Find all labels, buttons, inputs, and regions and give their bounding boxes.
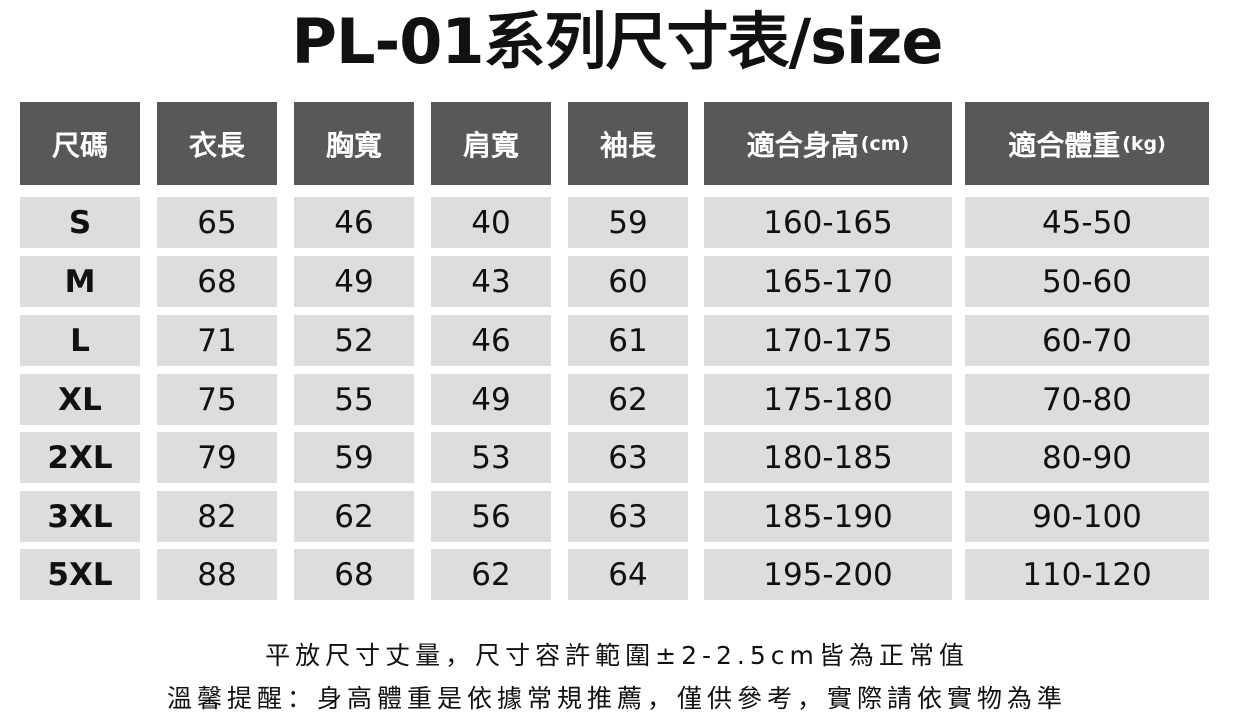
table-cell: 46: [431, 315, 551, 366]
note: 平放尺寸丈量，尺寸容許範圍±2-2.5cm皆為正常值: [265, 641, 969, 670]
table-cell: 65: [157, 197, 277, 248]
label: 肩寬: [462, 128, 519, 162]
table-cell: 180-185: [704, 432, 952, 483]
table-cell: M: [20, 256, 140, 307]
table-cell: XL: [20, 374, 140, 425]
table-cell: 62: [294, 491, 414, 542]
table-cell: 5XL: [20, 549, 140, 600]
table-cell: 175-180: [704, 374, 952, 425]
header-cell: 適合身高 (cm): [704, 102, 952, 185]
table-cell: 56: [431, 491, 551, 542]
table-cell: 185-190: [704, 491, 952, 542]
table-cell: 49: [431, 374, 551, 425]
table-cell: 63: [568, 432, 688, 483]
header-cell: 適合體重 (kg): [965, 102, 1209, 185]
header-cell: 胸寬: [294, 102, 414, 185]
table-cell: 60: [568, 256, 688, 307]
unit: (kg): [1122, 132, 1166, 155]
table-cell: 160-165: [704, 197, 952, 248]
table-cell: 88: [157, 549, 277, 600]
label: 尺碼: [51, 128, 108, 162]
table-cell: 46: [294, 197, 414, 248]
table-cell: 71: [157, 315, 277, 366]
table-cell: 53: [431, 432, 551, 483]
label: 衣長: [188, 128, 245, 162]
table-cell: L: [20, 315, 140, 366]
table-cell: 43: [431, 256, 551, 307]
label: 適合身高: [746, 128, 859, 162]
table-cell: 59: [294, 432, 414, 483]
label: 適合體重: [1008, 128, 1121, 162]
table-cell: 63: [568, 491, 688, 542]
header-cell: 衣長: [157, 102, 277, 185]
table-cell: 60-70: [965, 315, 1209, 366]
table-cell: 90-100: [965, 491, 1209, 542]
table-cell: 45-50: [965, 197, 1209, 248]
table-cell: 61: [568, 315, 688, 366]
table-cell: 64: [568, 549, 688, 600]
table-cell: 62: [431, 549, 551, 600]
table-cell: 50-60: [965, 256, 1209, 307]
table-cell: 170-175: [704, 315, 952, 366]
table-cell: 3XL: [20, 491, 140, 542]
table-cell: 49: [294, 256, 414, 307]
table-cell: 2XL: [20, 432, 140, 483]
table-cell: 82: [157, 491, 277, 542]
table-cell: 68: [294, 549, 414, 600]
table-cell: 59: [568, 197, 688, 248]
header-cell: 肩寬: [431, 102, 551, 185]
table-cell: 70-80: [965, 374, 1209, 425]
table-cell: 68: [157, 256, 277, 307]
table-cell: 79: [157, 432, 277, 483]
label: 胸寬: [325, 128, 382, 162]
table-cell: 40: [431, 197, 551, 248]
table-cell: S: [20, 197, 140, 248]
table-cell: 195-200: [704, 549, 952, 600]
header-cell: 袖長: [568, 102, 688, 185]
note: 溫馨提醒：身高體重是依據常規推薦，僅供參考，實際請依實物為準: [166, 684, 1067, 713]
table-cell: 110-120: [965, 549, 1209, 600]
title: PL-01系列尺寸表/size: [291, 5, 944, 78]
table-cell: 55: [294, 374, 414, 425]
table-cell: 165-170: [704, 256, 952, 307]
header-cell: 尺碼: [20, 102, 140, 185]
unit: (cm): [860, 132, 910, 155]
table-cell: 62: [568, 374, 688, 425]
table-cell: 75: [157, 374, 277, 425]
table-cell: 80-90: [965, 432, 1209, 483]
label: 袖長: [599, 128, 656, 162]
table-cell: 52: [294, 315, 414, 366]
